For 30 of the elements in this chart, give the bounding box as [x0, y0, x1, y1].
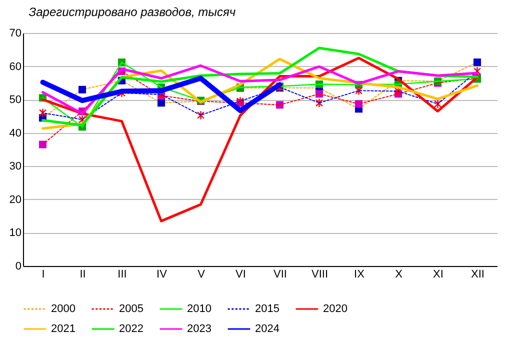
x-tick-label: VII	[274, 268, 287, 280]
y-tick-label: 60	[9, 60, 22, 73]
x-tick-label: I	[42, 268, 45, 280]
x-tick-label: VIII	[311, 268, 328, 280]
y-tick-label: 70	[9, 28, 22, 40]
x-tick-label: II	[80, 268, 86, 280]
legend-label: 2023	[187, 323, 212, 335]
legend-label: 2010	[187, 303, 212, 315]
legend-label: 2005	[119, 303, 144, 315]
y-tick-label: 10	[9, 227, 22, 240]
y-tick-label: 20	[9, 194, 22, 206]
legend-label: 2022	[119, 323, 144, 335]
y-tick-label: 0	[15, 260, 22, 272]
legend-label: 2000	[51, 303, 76, 315]
x-tick-label: V	[198, 268, 206, 280]
legend-label: 2020	[323, 303, 348, 315]
x-tick-label: XII	[471, 268, 484, 280]
x-tick-label: IX	[354, 268, 366, 280]
y-tick-label: 50	[9, 94, 22, 106]
x-tick-label: XI	[433, 268, 444, 280]
x-tick-label: IV	[156, 268, 168, 280]
chart-title: Зарегистрировано разводов, тысяч	[28, 5, 236, 19]
y-tick-label: 40	[9, 127, 22, 140]
legend-label: 2024	[255, 323, 280, 335]
x-tick-label: X	[395, 268, 404, 280]
y-tick-label: 30	[9, 160, 22, 173]
x-tick-label: VI	[236, 268, 246, 280]
legend-label: 2021	[51, 323, 76, 335]
legend-label: 2015	[255, 303, 280, 315]
x-tick-label: III	[118, 268, 127, 280]
